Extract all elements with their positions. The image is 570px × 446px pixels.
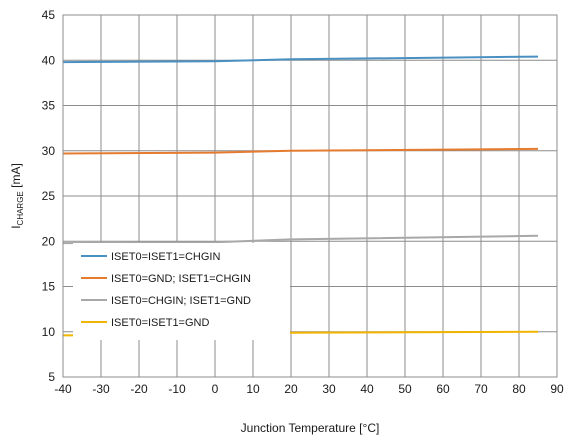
x-tick-label: -30 <box>92 382 110 396</box>
legend: ISET0=ISET1=CHGIN ISET0=GND; ISET1=CHGIN I… <box>73 243 290 340</box>
y-tick-label: 10 <box>42 325 56 339</box>
x-tick-label: 0 <box>212 382 219 396</box>
x-axis-label: Junction Temperature [°C] <box>241 421 380 435</box>
series-line-1 <box>62 55 539 64</box>
x-tick-label: -20 <box>130 382 148 396</box>
x-tick-label: 50 <box>398 382 412 396</box>
legend-entry-label: ISET0=ISET1=CHGIN <box>111 251 220 263</box>
legend-entry-label: ISET0=ISET1=GND <box>111 317 209 329</box>
y-axis-label-main: I <box>9 225 23 228</box>
y-axis-label-unit: [mA] <box>9 163 23 191</box>
y-tick-label: 45 <box>42 8 56 22</box>
y-axis-label: ICHARGE [mA] <box>9 163 25 229</box>
legend-entry-label: ISET0=CHGIN; ISET1=GND <box>111 295 251 307</box>
x-tick-label: 20 <box>284 382 298 396</box>
plot-border <box>62 14 558 378</box>
x-tick-label: -10 <box>168 382 186 396</box>
x-tick-label: 60 <box>436 382 450 396</box>
y-tick-label: 20 <box>42 234 56 248</box>
x-tick-label: 30 <box>322 382 336 396</box>
x-tick-labels: -40 -30 -20 -10 0 10 20 30 40 50 60 70 80 90 <box>54 382 564 396</box>
y-tick-labels: 5 10 15 20 25 30 35 40 45 <box>42 8 56 384</box>
y-tick-label: 40 <box>42 53 56 67</box>
y-tick-label: 25 <box>42 189 56 203</box>
series-line-3 <box>62 234 539 245</box>
y-tick-label: 35 <box>42 99 56 113</box>
x-tick-label: 70 <box>474 382 488 396</box>
x-tick-label: 90 <box>550 382 564 396</box>
legend-background <box>73 243 290 340</box>
x-tick-label: -40 <box>54 382 72 396</box>
y-tick-label: 15 <box>42 280 56 294</box>
x-tick-label: 10 <box>246 382 260 396</box>
y-tick-label: 5 <box>48 370 55 384</box>
series-line-2 <box>62 147 539 155</box>
legend-entry-label: ISET0=GND; ISET1=CHGIN <box>111 273 251 285</box>
x-tick-label: 40 <box>360 382 374 396</box>
x-tick-label: 80 <box>512 382 526 396</box>
y-axis-label-subscript: CHARGE <box>16 191 25 225</box>
y-tick-label: 30 <box>42 144 56 158</box>
